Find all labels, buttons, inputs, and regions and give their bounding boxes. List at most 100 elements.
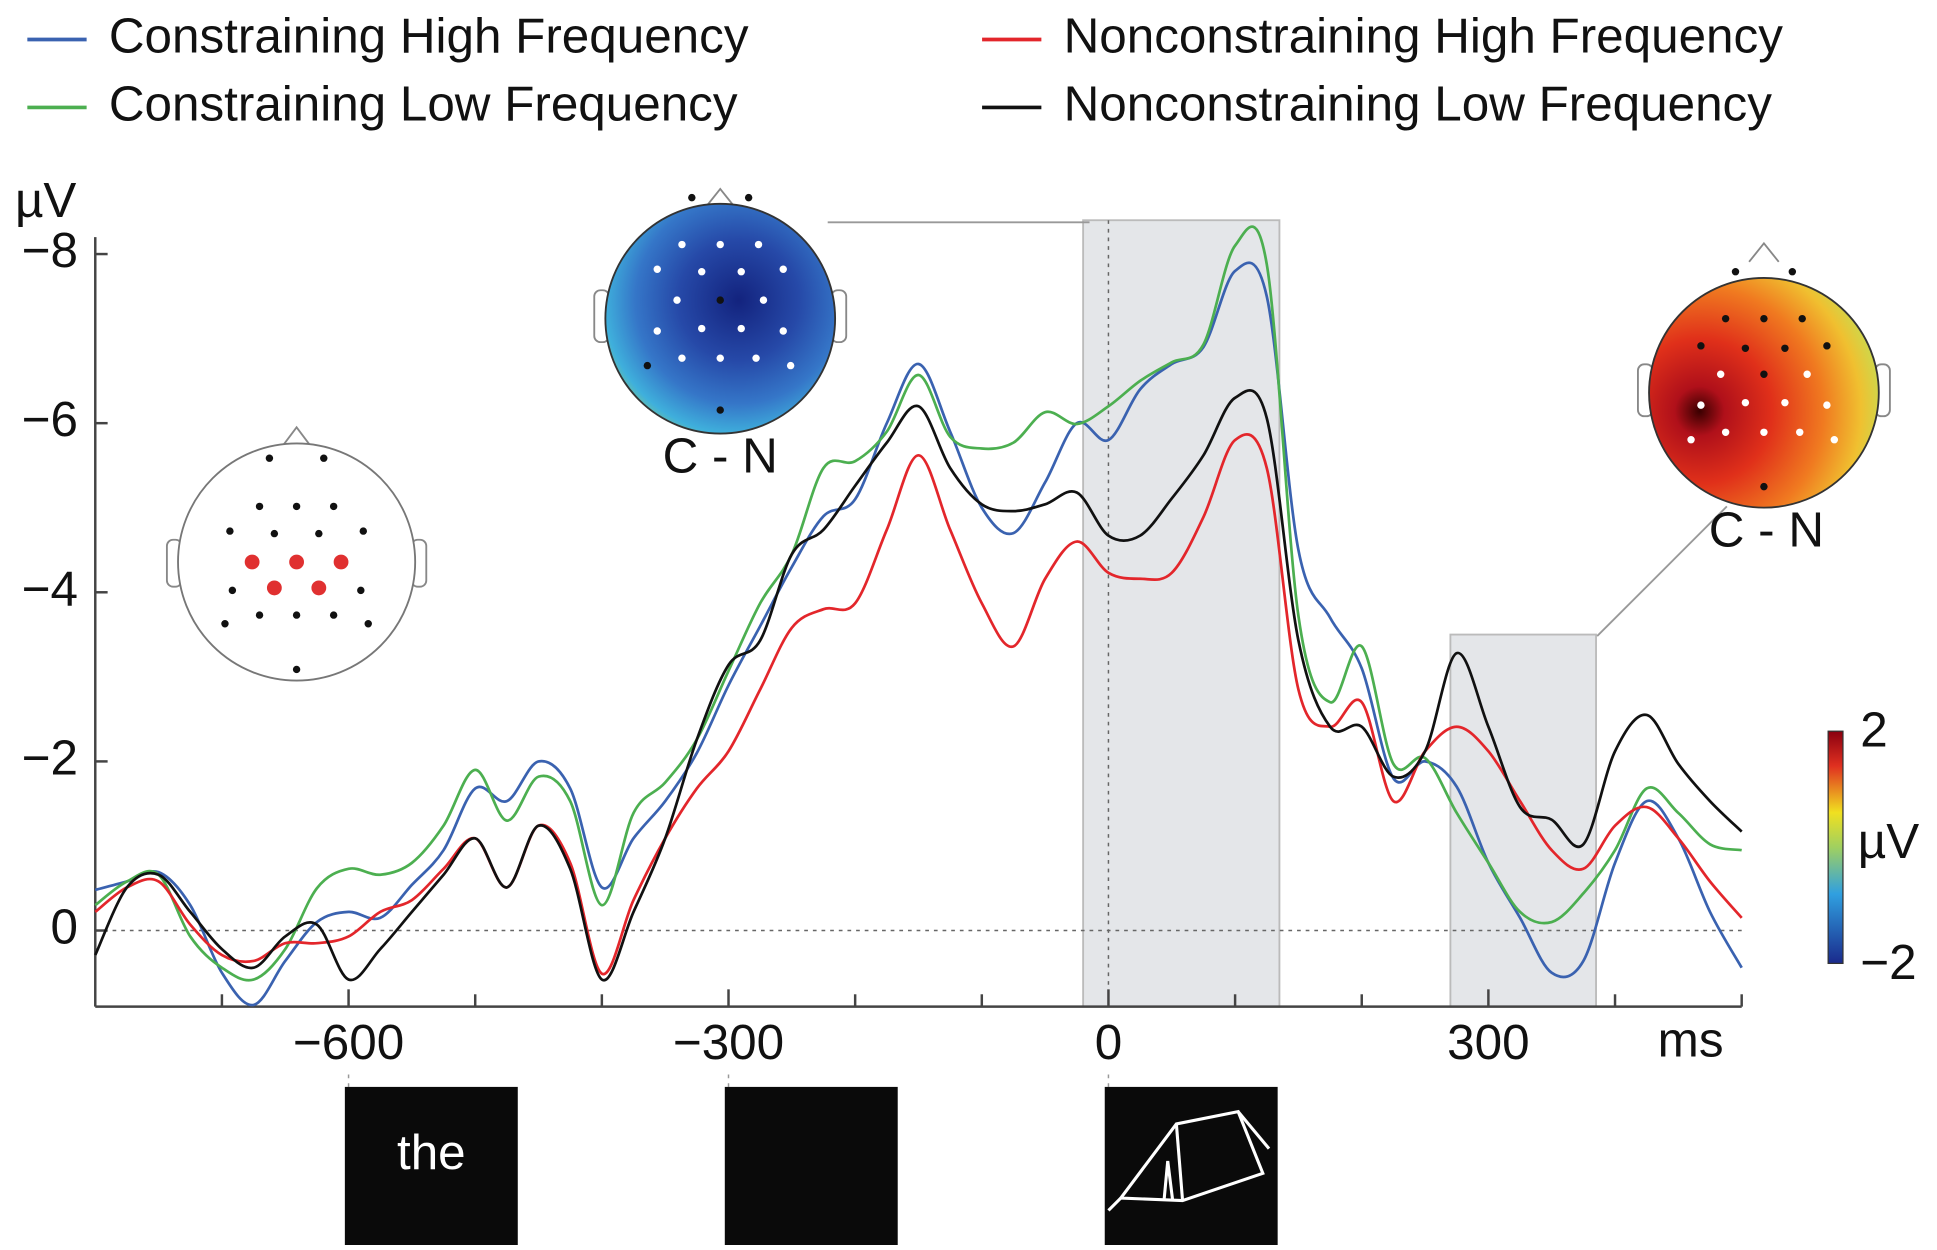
electrode [244,554,260,570]
electrode [329,611,338,619]
electrode [1796,428,1804,436]
electrode [1830,435,1839,444]
electrode [678,354,686,362]
x-tick-label: 300 [1447,1015,1529,1070]
colorbar-tick-label: 2 [1860,703,1887,758]
electrode [786,361,795,370]
electrode [364,620,372,628]
electrode [1697,401,1705,409]
y-axis-unit: µV [15,173,76,228]
electrode [221,620,229,628]
electrode [311,580,327,596]
legend-label: Nonconstraining High Frequency [1064,9,1784,64]
picture-stroke [1107,1196,1122,1212]
electrode [1798,314,1806,323]
colorbar-label: µV [1858,814,1919,869]
electrode [1760,370,1768,378]
electrode [754,240,763,249]
electrode [678,240,686,249]
topomap-label: C - N [663,429,778,484]
stimulus-frame [1104,1086,1278,1245]
analysis-window [1082,219,1281,1008]
stimulus-frame [724,1086,898,1245]
analysis-window [1449,633,1597,1008]
electrode [716,296,724,304]
electrode [1741,344,1750,353]
colorbar [1827,730,1844,965]
picture-stroke [1174,1123,1185,1201]
electrode [779,265,787,273]
y-tick-label: −4 [22,561,78,616]
electrode [292,611,301,619]
x-tick-label: −300 [673,1015,784,1070]
electrode [716,406,724,414]
electrode [643,361,652,370]
electrode [698,324,706,333]
electrode [688,193,696,202]
picture-stroke [1162,1160,1175,1201]
electrode [315,529,323,538]
topomap-label: C - N [1709,503,1824,558]
electrode [228,586,237,595]
erp-line [94,433,1743,976]
electrode [1731,268,1740,276]
electrode [653,327,661,335]
electrode [292,665,301,674]
x-tick-label: −600 [293,1015,404,1070]
x-tick-label: 0 [1095,1015,1122,1070]
electrode [1716,370,1725,378]
picture-stroke [1236,1110,1271,1150]
electrode [1760,428,1768,436]
topomap [593,187,1090,435]
erp-line [94,261,1743,1007]
electrode [255,611,264,619]
legend-label: Constraining High Frequency [109,9,749,64]
legend-label: Nonconstraining Low Frequency [1064,77,1773,132]
y-tick-label: −6 [22,392,78,447]
electrode [1788,268,1797,276]
electrode [266,580,282,596]
electrode [1781,344,1789,353]
electrode [1823,401,1831,409]
electrode [329,502,338,511]
front-layer: C - N C - N Constraining High Frequency C… [27,9,1919,1245]
electrode [270,529,279,538]
stimulus-frame [344,1086,518,1245]
legend-label: Constraining Low Frequency [109,77,738,132]
electrode [737,324,745,333]
electrode [333,554,349,570]
erp-line [94,389,1743,982]
y-tick-label: 0 [51,900,78,955]
stimulus-word: the [397,1125,466,1180]
electrode [1697,342,1705,350]
electrode [292,502,301,511]
electrode [226,527,234,535]
topomap [1596,241,1891,637]
electrode [1741,398,1750,407]
electrode [673,296,681,304]
plot-layer: 0 −2 −4 −6 −8 −600 −300 0 300 [22,223,1743,1070]
electrode [1803,370,1811,378]
x-axis-unit: ms [1658,1013,1724,1068]
electrode [359,527,367,535]
electrode [320,454,328,462]
electrode [1760,482,1768,491]
erp-line [94,225,1742,982]
electrode [779,327,787,335]
electrode [1721,314,1730,323]
electrode [759,296,768,304]
electrode [653,265,661,273]
electrode [1687,435,1695,444]
electrode [737,268,745,276]
electrode [1721,428,1730,436]
stimulus-picture [1107,1109,1271,1212]
electrode [357,586,365,595]
y-tick-label: −8 [22,223,78,278]
electrode [716,354,724,362]
electrode-map [165,425,428,682]
electrode [698,268,706,276]
electrode [1760,314,1768,323]
electrode [1781,398,1789,407]
y-tick-label: −2 [22,730,78,785]
